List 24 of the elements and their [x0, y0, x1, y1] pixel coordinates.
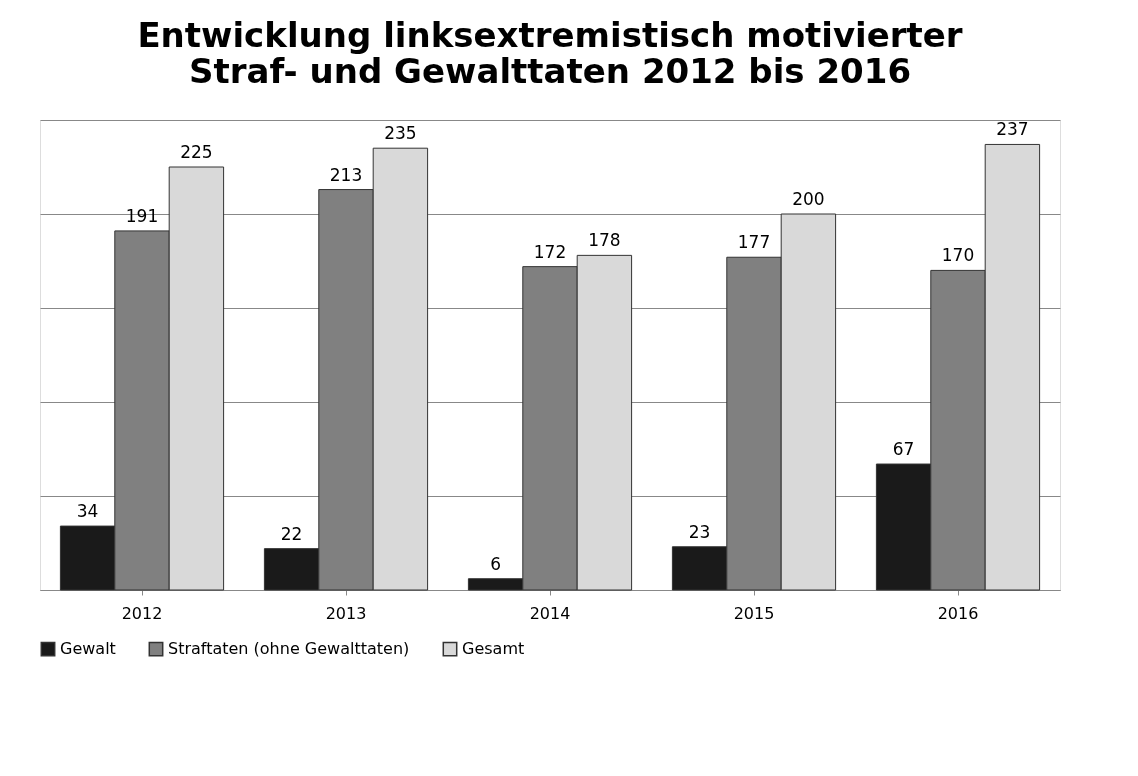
data-label: 191: [125, 205, 159, 226]
data-label: 213: [329, 164, 363, 185]
legend-label: Straftaten (ohne Gewalttaten): [168, 639, 410, 659]
x-tick-label: 2013: [325, 603, 367, 623]
legend-label: Gesamt: [462, 639, 525, 659]
x-tick-label: 2016: [937, 603, 979, 623]
data-label: 235: [384, 123, 417, 144]
data-label: 6: [490, 553, 502, 574]
data-label: 177: [737, 232, 771, 253]
x-tick-label: 2015: [733, 603, 775, 623]
legend-label: Gewalt: [60, 639, 116, 659]
data-label: 178: [588, 230, 621, 251]
data-label: 22: [280, 523, 303, 544]
data-label: 200: [792, 189, 825, 209]
data-label: 23: [688, 521, 711, 542]
data-label: 170: [941, 245, 975, 266]
chart-title: Entwicklung linksextremistisch motivierter Straf- und Gewalttaten 2012 bis 2016: [137, 15, 963, 91]
data-label: 67: [892, 439, 915, 460]
data-label: 237: [996, 119, 1029, 140]
data-label: 225: [180, 142, 213, 162]
data-label: 34: [76, 501, 99, 522]
x-tick-label: 2012: [121, 603, 163, 623]
x-tick-label: 2014: [529, 603, 571, 623]
data-label: 172: [533, 241, 567, 262]
